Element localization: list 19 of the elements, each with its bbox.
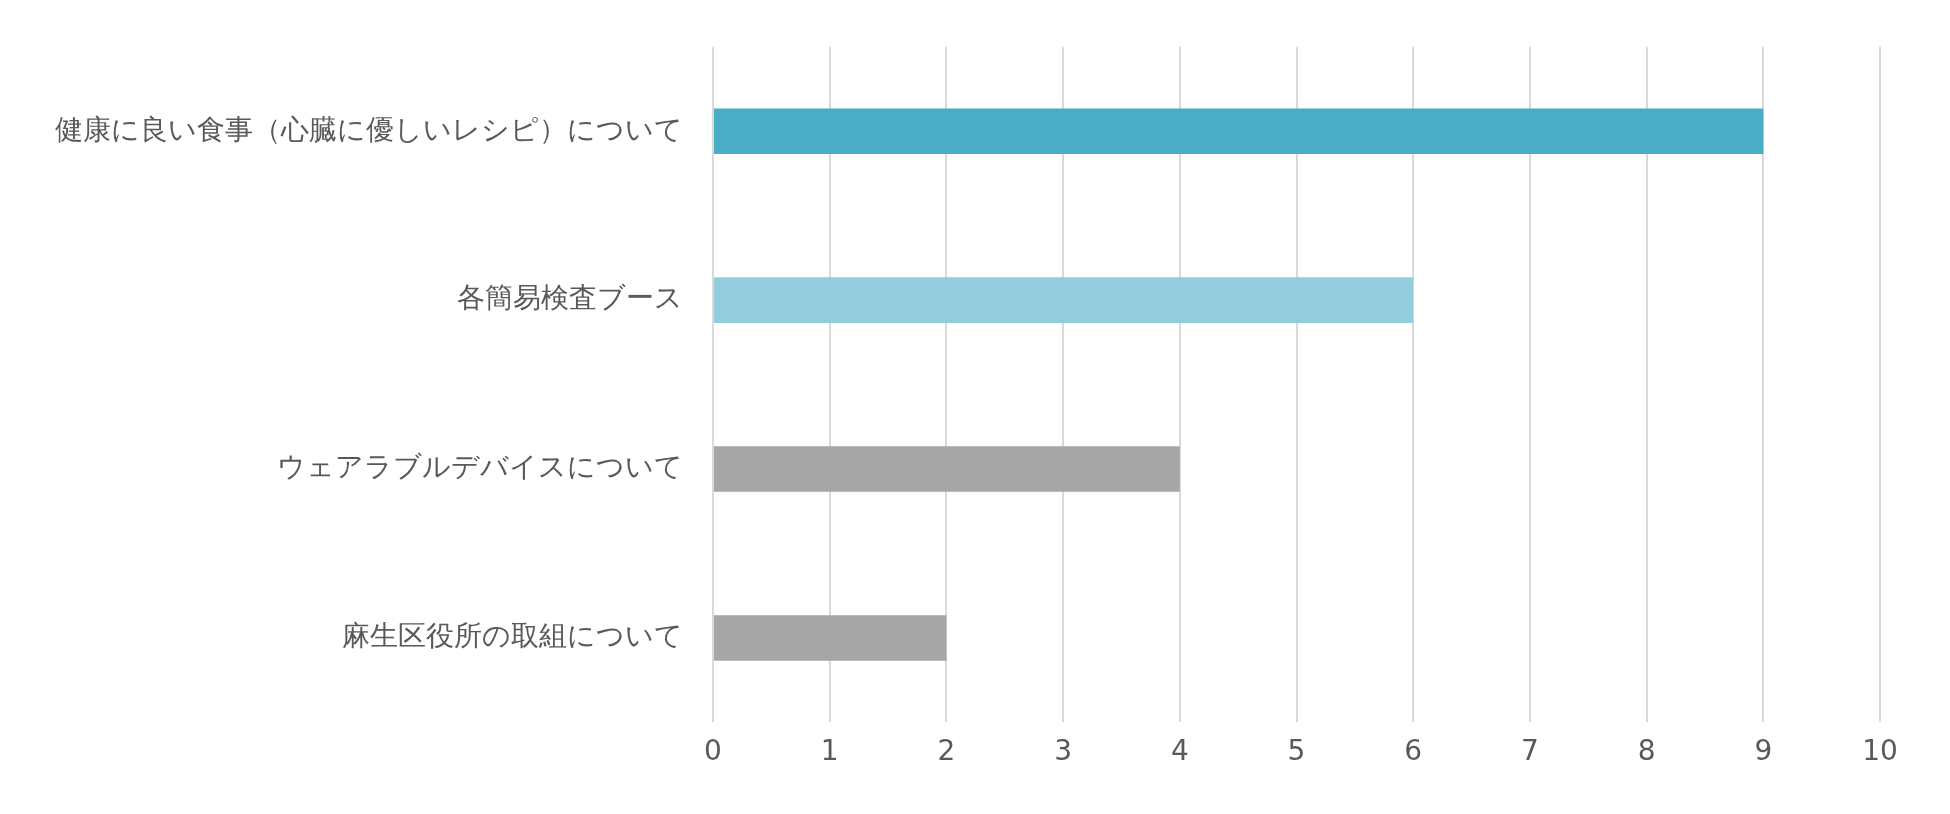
x-tick-label: 10 xyxy=(1862,734,1898,768)
x-tick-label: 8 xyxy=(1637,734,1656,768)
x-tick-label: 1 xyxy=(820,734,839,768)
y-tick-label: ウェアラブルデバイスについて xyxy=(277,450,683,484)
x-tick-label: 3 xyxy=(1054,734,1073,768)
bar xyxy=(714,108,1764,155)
x-tick-label: 5 xyxy=(1287,734,1306,768)
y-tick-label: 各簡易検査ブース xyxy=(457,281,683,315)
x-tick-label: 4 xyxy=(1170,734,1189,768)
x-tick-label: 2 xyxy=(937,734,956,768)
y-tick-label: 麻生区役所の取組について xyxy=(342,619,683,653)
x-tick-label: 6 xyxy=(1404,734,1423,768)
y-tick-label: 健康に良い食事（心臓に優しいレシピ）について xyxy=(55,112,683,146)
bar xyxy=(714,277,1414,323)
bar xyxy=(714,446,1180,492)
x-tick-label: 7 xyxy=(1520,734,1539,768)
x-tick-label: 9 xyxy=(1754,734,1773,768)
bar xyxy=(714,615,947,661)
x-tick-label: 0 xyxy=(704,734,722,768)
